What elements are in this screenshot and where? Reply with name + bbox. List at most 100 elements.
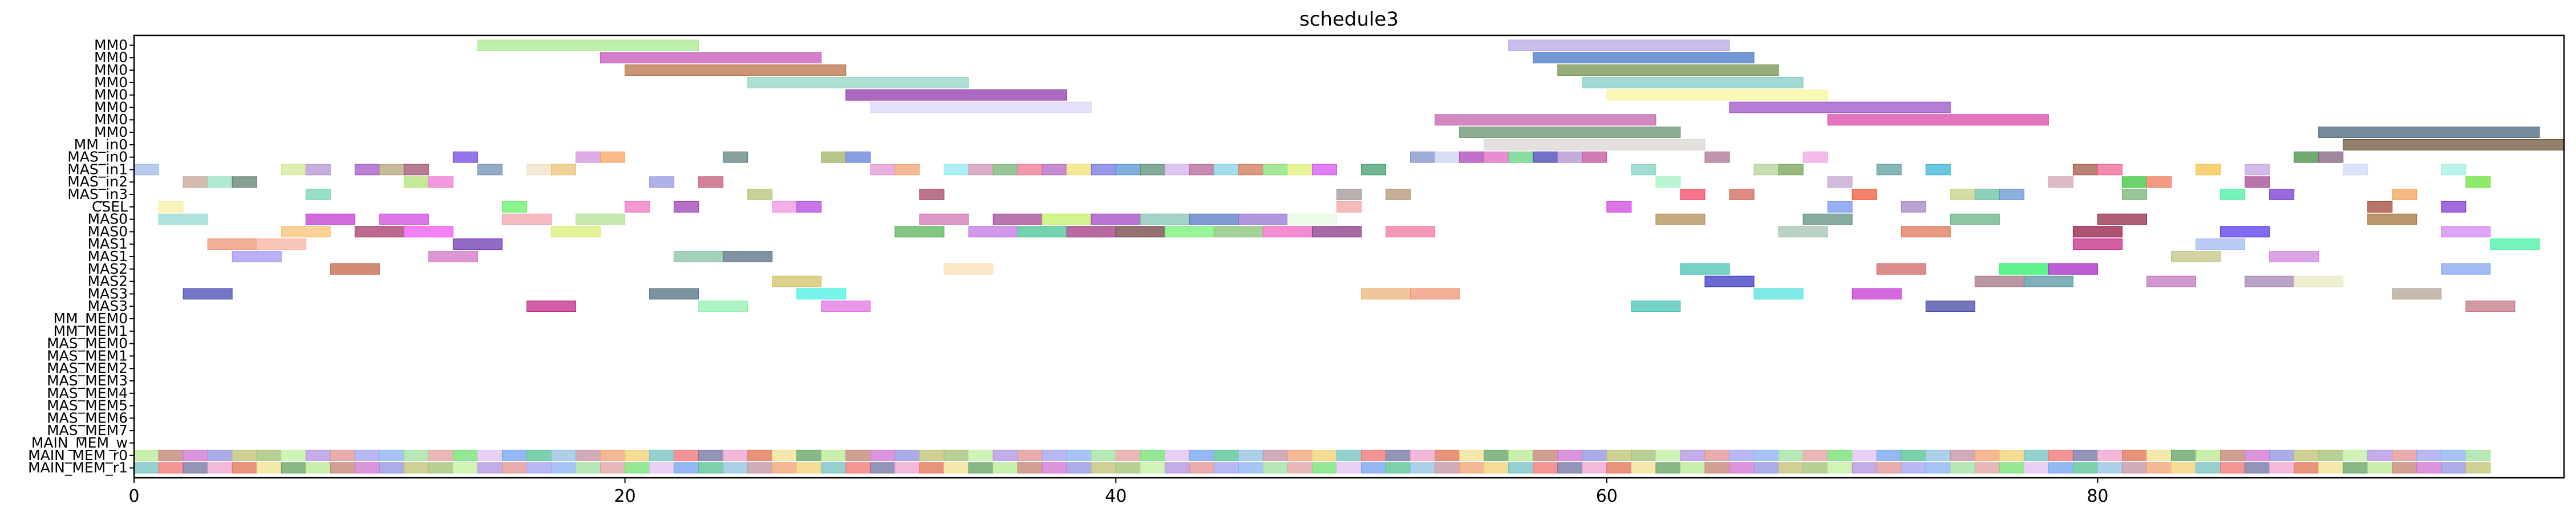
main-mem-slot (1753, 449, 1779, 461)
main-mem-slot (2196, 449, 2221, 461)
task-bar (1091, 213, 1141, 225)
main-mem-slot (1827, 462, 1853, 474)
y-tick-label: MAS_MEM5 (47, 397, 128, 414)
main-mem-slot (1189, 449, 1214, 461)
main-mem-slot (747, 449, 773, 461)
y-axis: MM0MM0MM0MM0MM0MM0MM0MM0MM_in0MAS_in0MAS… (28, 36, 134, 476)
task-bar (1606, 201, 1632, 213)
task-bar (723, 251, 773, 262)
task-bar (551, 226, 601, 238)
task-bar (379, 164, 404, 176)
main-mem-slot (772, 449, 797, 461)
main-mem-slot (1950, 449, 1975, 461)
main-mem-slot (1213, 462, 1239, 474)
y-tick-label: MM0 (94, 99, 128, 115)
y-tick-label: MM0 (94, 111, 128, 128)
main-mem-slot (1287, 462, 1313, 474)
chart-title: schedule3 (1299, 8, 1399, 31)
main-mem-slot (1435, 462, 1460, 474)
main-mem-slot (674, 449, 699, 461)
main-mem-slot (1164, 462, 1190, 474)
y-tick-label: MM_in0 (74, 136, 128, 153)
main-mem-slot (1066, 449, 1092, 461)
main-mem-slot (2416, 462, 2442, 474)
task-bar (1140, 213, 1190, 225)
task-bar (2367, 213, 2417, 225)
task-bar (2490, 238, 2540, 250)
main-mem-slot (2097, 449, 2123, 461)
main-mem-slot (1262, 462, 1288, 474)
main-mem-slot (281, 462, 306, 474)
task-bar (1827, 176, 1853, 188)
task-bar (2097, 164, 2123, 176)
task-bar (1999, 189, 2024, 200)
main-mem-slot (2294, 449, 2319, 461)
task-bar (1827, 201, 1853, 213)
task-bar (1336, 189, 1362, 200)
main-mem-slot (698, 462, 724, 474)
task-bar (2294, 151, 2319, 163)
task-bar (2343, 164, 2368, 176)
main-mem-slot (845, 449, 871, 461)
main-mem-slot (1925, 462, 1951, 474)
main-mem-slot (133, 462, 159, 474)
main-mem-slot (2245, 462, 2270, 474)
main-mem-slot (2048, 462, 2073, 474)
task-bar (330, 263, 380, 275)
task-bar (919, 213, 969, 225)
task-bar (845, 89, 1067, 101)
task-bar (2072, 164, 2098, 176)
main-mem-slot (2441, 462, 2466, 474)
main-mem-slot (428, 449, 453, 461)
task-bar (993, 213, 1043, 225)
task-bar (2196, 238, 2246, 250)
main-mem-slot (576, 449, 601, 461)
task-bar (1557, 64, 1779, 76)
main-mem-slot (1729, 462, 1755, 474)
main-mem-slot (894, 449, 920, 461)
y-tick-label: MAS_MEM0 (47, 335, 128, 352)
y-tick-label: MAS2 (88, 273, 128, 290)
y-tick-label: MM0 (94, 36, 128, 53)
main-mem-slot (1238, 449, 1263, 461)
main-mem-slot (625, 462, 650, 474)
task-bar (1017, 164, 1043, 176)
task-bar (1115, 164, 1141, 176)
main-mem-slot (943, 462, 969, 474)
main-mem-slot (2294, 462, 2319, 474)
y-tick-label: MAS_MEM2 (47, 360, 128, 376)
task-bar (305, 164, 331, 176)
task-bar (2269, 189, 2295, 200)
task-bar (1042, 164, 1067, 176)
task-bar (943, 263, 994, 275)
task-bar (1361, 164, 1387, 176)
main-mem-slot (1410, 462, 1436, 474)
task-bar (625, 64, 846, 76)
main-mem-slot (1606, 449, 1632, 461)
task-bar (354, 226, 404, 238)
task-bar (452, 238, 503, 250)
main-mem-slot (1778, 462, 1804, 474)
task-bar (2245, 164, 2270, 176)
task-bar (821, 151, 846, 163)
main-mem-slot (158, 462, 184, 474)
task-bar (183, 176, 208, 188)
main-mem-slot (477, 462, 503, 474)
task-bar (281, 164, 306, 176)
task-bar (919, 189, 945, 200)
task-bar (1680, 263, 1730, 275)
main-mem-slot (576, 462, 601, 474)
main-mem-slot (428, 462, 453, 474)
task-bar (796, 201, 822, 213)
task-bar (2294, 275, 2344, 287)
main-mem-slot (2465, 462, 2491, 474)
main-mem-slot (1459, 462, 1485, 474)
task-bar (2245, 275, 2295, 287)
main-mem-slot (1361, 449, 1387, 461)
main-mem-slot (501, 449, 527, 461)
task-bar (2121, 189, 2147, 200)
main-mem-slot (1729, 449, 1755, 461)
main-mem-slot (1950, 462, 1975, 474)
